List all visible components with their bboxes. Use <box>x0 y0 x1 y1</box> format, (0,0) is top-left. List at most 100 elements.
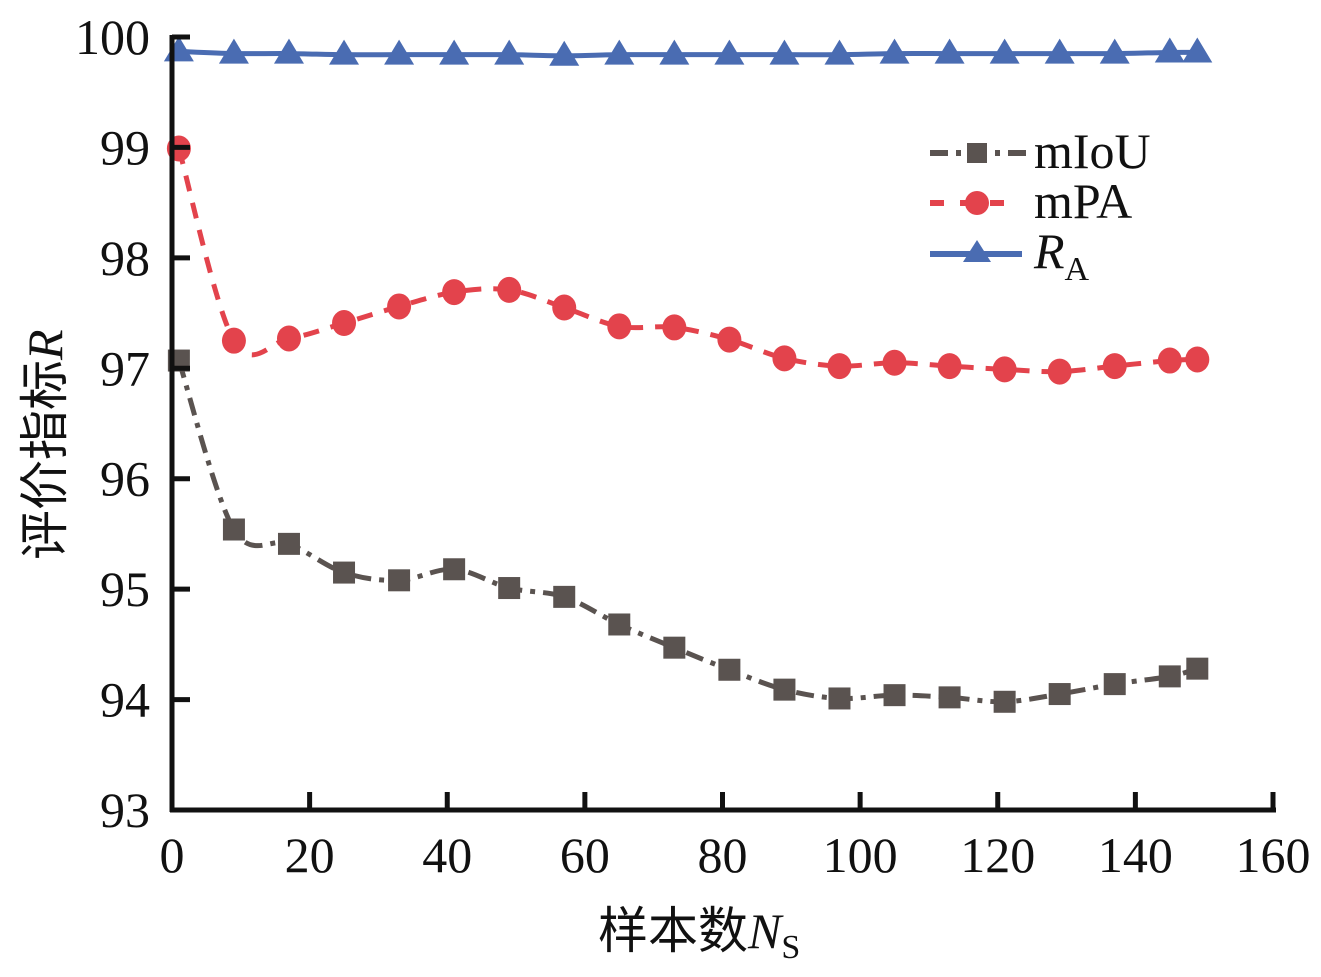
y-tick-label: 98 <box>100 230 150 286</box>
x-tick-label: 60 <box>560 827 610 883</box>
data-point-mpa <box>937 353 962 380</box>
data-point-ra <box>769 39 800 65</box>
x-tick-label: 80 <box>698 827 748 883</box>
legend-ra-marker <box>963 240 991 262</box>
series-layer <box>163 36 1213 713</box>
series-line-miou <box>176 359 1199 705</box>
x-axis-title-var: N <box>747 903 784 959</box>
data-point-ra <box>549 40 580 66</box>
data-point-mpa <box>1102 353 1127 380</box>
y-tick-label: 100 <box>75 9 150 65</box>
x-tick-label: 140 <box>1098 827 1173 883</box>
legend-ra-label-main: R <box>1033 223 1065 279</box>
data-point-mpa <box>442 279 467 306</box>
data-point-mpa <box>992 356 1017 383</box>
y-tick-label: 95 <box>100 561 150 617</box>
x-tick-label: 0 <box>160 827 185 883</box>
y-tick-label: 99 <box>100 119 150 175</box>
x-tick-label: 160 <box>1236 827 1311 883</box>
data-point-mpa <box>387 293 412 320</box>
data-point-miou <box>828 687 851 710</box>
data-point-miou <box>277 532 300 555</box>
x-tick-label: 120 <box>960 827 1035 883</box>
data-point-miou <box>333 561 356 584</box>
data-point-ra <box>384 39 415 65</box>
data-point-ra <box>494 39 525 65</box>
y-axis-title-var: R <box>17 329 73 361</box>
data-point-mpa <box>772 345 797 372</box>
data-point-mpa <box>332 310 357 337</box>
data-point-ra <box>604 39 635 65</box>
data-point-mpa <box>497 276 522 303</box>
data-point-miou <box>773 678 796 701</box>
data-point-miou <box>938 686 961 709</box>
x-axis-title-sub: S <box>781 929 800 966</box>
legend-miou-marker <box>967 143 987 163</box>
x-axis-title-text: 样本数 <box>598 903 748 959</box>
y-axis-title: 评价指标R <box>17 329 73 560</box>
y-tick-label: 96 <box>100 451 150 507</box>
data-point-ra <box>329 39 360 65</box>
data-point-mpa <box>221 327 246 354</box>
legend: mIoU mPA RA <box>930 123 1151 288</box>
data-point-miou <box>608 613 631 636</box>
legend-ra-label-sub: A <box>1065 251 1090 288</box>
data-point-mpa <box>1157 347 1182 374</box>
y-tick-label: 93 <box>100 782 150 838</box>
data-point-ra <box>218 38 249 64</box>
data-point-ra <box>879 38 910 64</box>
data-point-mpa <box>607 313 632 340</box>
data-point-ra <box>989 38 1020 64</box>
legend-mpa-marker <box>965 191 989 215</box>
series-miou <box>167 349 1209 713</box>
y-tick-label: 97 <box>100 340 150 396</box>
data-point-ra <box>1154 37 1185 63</box>
x-tick-label: 20 <box>285 827 335 883</box>
data-point-ra <box>824 39 855 65</box>
legend-ra-label: RA <box>1033 223 1090 288</box>
data-point-miou <box>883 684 906 707</box>
data-point-miou <box>718 658 741 681</box>
data-point-miou <box>498 577 521 600</box>
data-point-mpa <box>717 326 742 353</box>
data-point-ra <box>163 36 194 62</box>
data-point-mpa <box>1185 346 1210 373</box>
legend-item-ra: RA <box>930 223 1090 288</box>
data-point-miou <box>663 636 686 659</box>
data-point-miou <box>222 518 245 541</box>
data-point-miou <box>1048 683 1071 706</box>
data-point-miou <box>1158 665 1181 688</box>
y-axis-title-text: 评价指标 <box>17 360 73 560</box>
data-point-miou <box>553 585 576 608</box>
series-ra <box>163 36 1213 66</box>
data-point-mpa <box>1047 358 1072 385</box>
data-point-mpa <box>827 353 852 380</box>
data-point-mpa <box>882 349 907 376</box>
x-tick-label: 40 <box>422 827 472 883</box>
data-point-mpa <box>276 325 301 352</box>
y-tick-label: 94 <box>100 672 150 728</box>
data-point-ra <box>714 39 745 65</box>
series-mpa <box>166 135 1210 385</box>
x-tick-label: 100 <box>823 827 898 883</box>
data-point-mpa <box>552 294 577 321</box>
data-point-miou <box>993 690 1016 713</box>
data-point-mpa <box>662 314 687 341</box>
data-point-ra <box>659 39 690 65</box>
data-point-ra <box>1099 38 1130 64</box>
data-point-miou <box>388 569 411 592</box>
data-point-miou <box>1186 657 1209 680</box>
data-point-ra <box>934 38 965 64</box>
legend-miou-label: mIoU <box>1034 123 1151 179</box>
series-line-mpa <box>176 147 1198 375</box>
data-point-ra <box>1044 38 1075 64</box>
x-axis-title: 样本数NS <box>598 903 800 966</box>
legend-item-mpa: mPA <box>930 173 1132 229</box>
data-point-miou <box>1103 673 1126 696</box>
legend-mpa-label: mPA <box>1034 173 1132 229</box>
data-point-miou <box>443 558 466 581</box>
legend-item-miou: mIoU <box>930 123 1151 179</box>
data-point-ra <box>439 39 470 65</box>
series-line-ra <box>178 48 1198 59</box>
